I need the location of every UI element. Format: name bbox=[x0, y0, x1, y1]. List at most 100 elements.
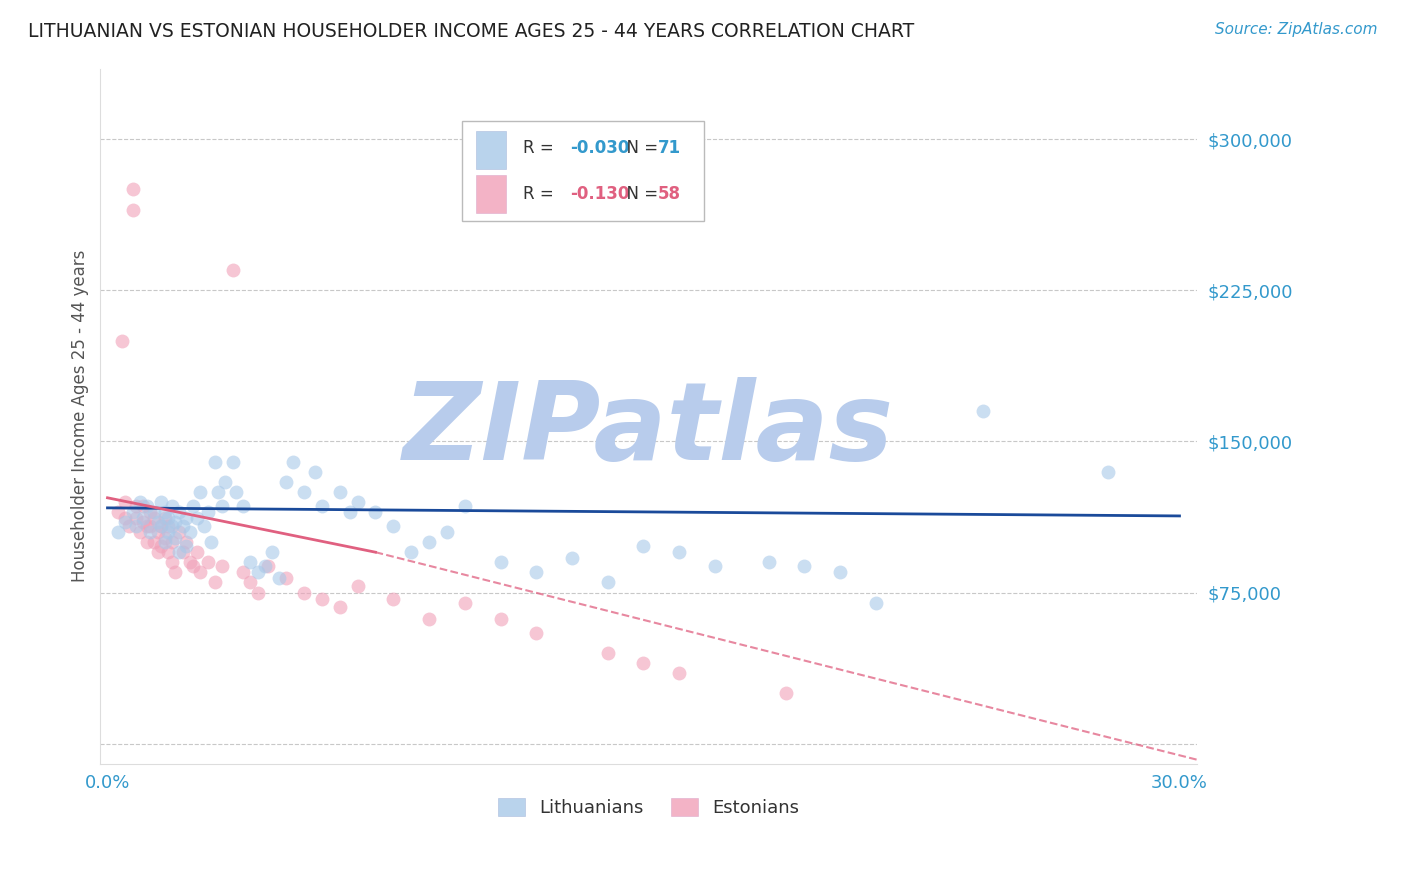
Point bbox=[489, 555, 512, 569]
Point bbox=[524, 625, 547, 640]
Point bbox=[204, 575, 226, 590]
Point bbox=[668, 545, 690, 559]
Point bbox=[524, 566, 547, 580]
Point bbox=[186, 511, 208, 525]
Point bbox=[329, 484, 352, 499]
Legend: Lithuanians, Estonians: Lithuanians, Estonians bbox=[491, 790, 807, 824]
Point bbox=[346, 495, 368, 509]
Point bbox=[160, 519, 183, 533]
Point bbox=[160, 499, 183, 513]
Point bbox=[454, 596, 477, 610]
Point bbox=[174, 535, 197, 549]
Point bbox=[221, 454, 243, 468]
Text: 58: 58 bbox=[658, 185, 681, 202]
Point bbox=[204, 454, 226, 468]
Point bbox=[181, 499, 204, 513]
Point bbox=[150, 519, 173, 533]
Point bbox=[139, 519, 162, 533]
Point bbox=[135, 499, 157, 513]
Point bbox=[828, 566, 851, 580]
Point bbox=[107, 524, 129, 539]
Point bbox=[179, 555, 201, 569]
Point bbox=[339, 505, 361, 519]
Point bbox=[146, 515, 169, 529]
Point bbox=[165, 566, 187, 580]
Point bbox=[197, 555, 219, 569]
Point bbox=[179, 524, 201, 539]
Point bbox=[193, 519, 215, 533]
Point bbox=[311, 499, 333, 513]
Point bbox=[121, 202, 143, 217]
Point bbox=[232, 499, 254, 513]
Point bbox=[1097, 465, 1119, 479]
Point bbox=[132, 499, 155, 513]
Y-axis label: Householder Income Ages 25 - 44 years: Householder Income Ages 25 - 44 years bbox=[72, 250, 89, 582]
Point bbox=[276, 571, 298, 585]
Point bbox=[153, 505, 176, 519]
Point bbox=[160, 555, 183, 569]
Point bbox=[418, 612, 440, 626]
Point bbox=[668, 666, 690, 681]
Point bbox=[596, 575, 619, 590]
Point bbox=[758, 555, 780, 569]
Point bbox=[329, 599, 352, 614]
Text: -0.030: -0.030 bbox=[569, 139, 630, 158]
Point bbox=[167, 524, 190, 539]
Point bbox=[157, 545, 180, 559]
Text: LITHUANIAN VS ESTONIAN HOUSEHOLDER INCOME AGES 25 - 44 YEARS CORRELATION CHART: LITHUANIAN VS ESTONIAN HOUSEHOLDER INCOM… bbox=[28, 22, 914, 41]
Point bbox=[232, 566, 254, 580]
Point bbox=[165, 531, 187, 545]
Point bbox=[246, 585, 269, 599]
Point bbox=[114, 515, 136, 529]
Point bbox=[157, 524, 180, 539]
Point bbox=[128, 524, 150, 539]
Point bbox=[172, 545, 194, 559]
Point bbox=[200, 535, 222, 549]
Point bbox=[221, 263, 243, 277]
Point bbox=[186, 545, 208, 559]
Point bbox=[172, 519, 194, 533]
Point bbox=[246, 566, 269, 580]
Point bbox=[157, 511, 180, 525]
FancyBboxPatch shape bbox=[475, 175, 506, 213]
Point bbox=[128, 495, 150, 509]
Point bbox=[399, 545, 422, 559]
Point bbox=[111, 334, 134, 348]
Point bbox=[775, 686, 797, 700]
Text: -0.130: -0.130 bbox=[569, 185, 630, 202]
Point bbox=[165, 515, 187, 529]
Point bbox=[125, 499, 148, 513]
Point bbox=[304, 465, 326, 479]
Point bbox=[121, 505, 143, 519]
Point bbox=[167, 545, 190, 559]
Point bbox=[160, 535, 183, 549]
Point bbox=[292, 484, 315, 499]
Point bbox=[132, 511, 155, 525]
Point bbox=[142, 535, 165, 549]
Point bbox=[211, 559, 233, 574]
Point bbox=[150, 519, 173, 533]
Point bbox=[865, 596, 887, 610]
Point bbox=[135, 519, 157, 533]
Point bbox=[596, 646, 619, 660]
Point bbox=[118, 519, 141, 533]
Text: R =: R = bbox=[523, 185, 558, 202]
Point bbox=[260, 545, 283, 559]
Point bbox=[454, 499, 477, 513]
FancyBboxPatch shape bbox=[475, 131, 506, 169]
Point bbox=[561, 551, 583, 566]
Point bbox=[132, 515, 155, 529]
Point bbox=[346, 579, 368, 593]
Point bbox=[283, 454, 305, 468]
Point bbox=[190, 566, 212, 580]
Point bbox=[114, 511, 136, 525]
Point bbox=[181, 559, 204, 574]
Point bbox=[257, 559, 280, 574]
Point bbox=[292, 585, 315, 599]
Point bbox=[704, 559, 727, 574]
Point bbox=[142, 505, 165, 519]
Point bbox=[418, 535, 440, 549]
Point bbox=[146, 545, 169, 559]
Point bbox=[207, 484, 229, 499]
Text: N =: N = bbox=[616, 139, 664, 158]
